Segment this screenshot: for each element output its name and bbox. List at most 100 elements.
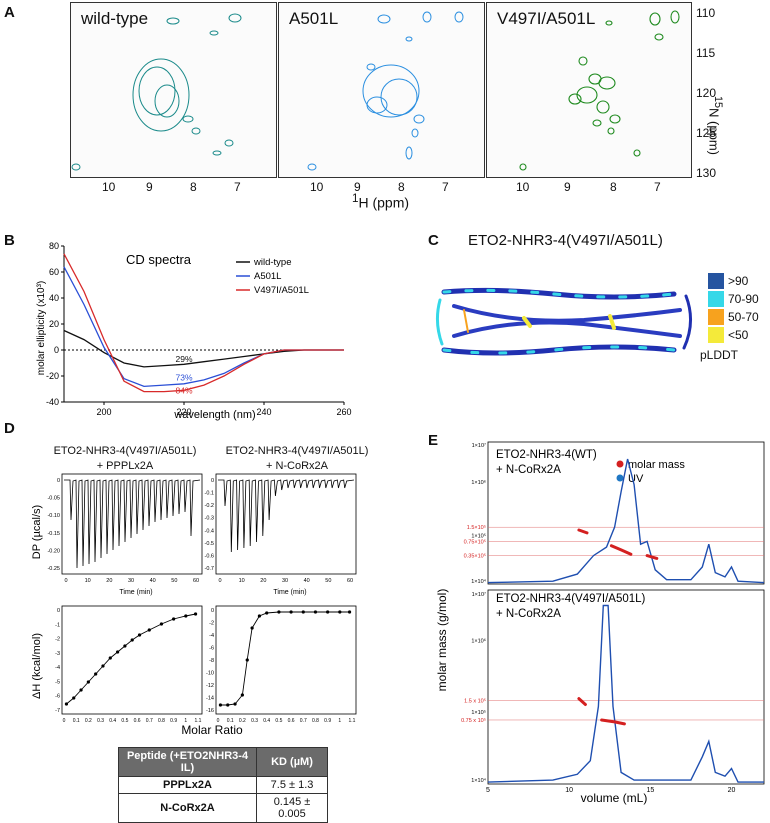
itc-dh-tick: -7: [55, 708, 60, 714]
itc-data-point: [72, 696, 76, 700]
itc-data-point: [301, 610, 305, 614]
itc-dp-tick: -0.6: [205, 553, 214, 559]
itc-dp-axis-label: DP (µcal/s): [31, 505, 43, 559]
itc-dh-axis-label: ΔH (kcal/mol): [31, 633, 43, 699]
table-row: N-CoRx2A 0.145 ± 0.005: [117, 793, 328, 823]
plddt-legend-title: pLDDT: [700, 348, 739, 362]
itc-time-tick: 40: [150, 578, 156, 584]
itc-dp-tick: -0.10: [47, 513, 60, 519]
cd-chart-title: CD spectra: [126, 252, 192, 267]
itc-dh-tick: -16: [206, 708, 214, 714]
itc-ratio-tick: 0.4: [109, 718, 116, 724]
sec-y-tick: 1.5×10⁵: [467, 524, 486, 531]
itc-dp-frame-right: [215, 473, 357, 575]
legend-swatch: [708, 309, 724, 325]
itc-ratio-tick: 0.6: [288, 718, 295, 724]
itc-data-point: [137, 633, 142, 637]
itc-ratio-tick: 0.5: [121, 718, 128, 724]
sec-molar-mass-trace: [609, 544, 633, 556]
legend-uv-label: UV: [628, 473, 644, 485]
structure-title: ETO2-NHR3-4(V497I/A501L): [468, 232, 663, 249]
nmr-title-wild-type: wild-type: [81, 9, 149, 28]
itc-charts: DP (µcal/s) ΔH (kcal/mol) Time (min) Tim…: [31, 473, 357, 737]
legend-label: >90: [728, 274, 749, 288]
itc-ratio-tick: 0.7: [146, 718, 153, 724]
itc-dh-tick: -8: [209, 658, 214, 664]
itc-data-point: [250, 626, 254, 630]
itc-ratio-tick: 0.2: [85, 718, 92, 724]
itc-time-tick: 60: [193, 578, 199, 584]
nmr-x-tick: 8: [190, 180, 197, 194]
itc-time-tick: 50: [325, 578, 331, 584]
nmr-spectrum-v497i-a501l: V497I/A501L: [486, 2, 692, 178]
itc-ratio-tick: 0.5: [275, 718, 282, 724]
itc-time-tick: 30: [282, 578, 288, 584]
itc-ratio-tick: 1.1: [349, 718, 356, 724]
cd-x-tick-label: 240: [256, 407, 271, 417]
itc-dp-tick: -0.15: [47, 531, 60, 537]
sec-y-tick: 1×10⁵: [471, 533, 486, 540]
legend-swatch: [708, 273, 724, 289]
sec-mals-charts: molar mass (g/mol) volume (mL) ETO2-NHR3…: [435, 441, 765, 805]
nmr-x-tick: 9: [564, 180, 571, 194]
itc-dh-tick: -3: [55, 651, 60, 657]
itc-data-point: [64, 702, 69, 706]
itc-dh-tick: -6: [55, 694, 60, 700]
sec-y-tick: 1.5 x 10⁵: [464, 698, 486, 705]
itc-time-tick: 20: [106, 578, 112, 584]
nmr-x-label-sup: 1: [352, 192, 359, 205]
itc-dp-tick: -0.05: [47, 496, 60, 502]
cd-y-tick-label: 60: [49, 267, 59, 277]
panel-label-d: D: [4, 420, 15, 437]
itc-data-point: [86, 680, 90, 684]
itc-thermogram-left: [64, 479, 201, 569]
protein-structure-image: [435, 287, 692, 356]
itc-ratio-tick: 0.8: [312, 718, 319, 724]
itc-dp-tick: -0.20: [47, 548, 60, 554]
itc-data-point: [226, 703, 230, 707]
nmr-x-tick: 8: [610, 180, 617, 194]
nmr-x-label-text: H (ppm): [358, 194, 410, 211]
kd-cell-peptide: N-CoRx2A: [117, 793, 258, 823]
itc-data-point: [193, 612, 198, 616]
itc-ratio-tick: 0.7: [300, 718, 307, 724]
itc-dp-tick: 0: [57, 478, 60, 484]
itc-dh-tick: -14: [206, 696, 214, 702]
itc-data-point: [338, 610, 342, 614]
itc-data-point: [101, 664, 105, 668]
panel-label-a: A: [4, 4, 15, 21]
itc-data-point: [172, 617, 176, 621]
cd-y-tick-label: 0: [54, 345, 59, 355]
sec-x-axis-label: volume (mL): [581, 791, 648, 805]
kd-cell-value: 7.5 ± 1.3: [256, 776, 328, 794]
itc-title-pppl: ETO2-NHR3-4(V497I/A501L) + PPPLx2A: [40, 444, 210, 474]
cd-legend-label: A501L: [254, 271, 281, 282]
itc-dh-tick: -12: [206, 683, 214, 689]
itc-data-point: [159, 622, 164, 626]
itc-time-tick: 50: [171, 578, 177, 584]
sec-y-tick: 0.75 x 10⁵: [461, 717, 486, 724]
itc-dp-tick: 0: [211, 478, 214, 484]
nmr-peaks-wild-type: [71, 13, 242, 171]
itc-dp-tick: -0.7: [205, 566, 214, 572]
sec-x-tick: 10: [565, 787, 573, 794]
itc-data-point: [240, 693, 244, 697]
itc-data-point: [94, 672, 98, 676]
legend-swatch: [708, 291, 724, 307]
legend-molar-mass-dot: [616, 460, 624, 468]
itc-ratio-tick: 0: [63, 718, 66, 724]
itc-dh-tick: -5: [55, 679, 60, 685]
itc-ratio-tick: 0.9: [324, 718, 331, 724]
nmr-peaks-v497i-a501l: [519, 10, 680, 171]
plddt-legend: >90 70-90 50-70 <50: [708, 272, 759, 344]
cd-legend-label: V497I/A501L: [254, 285, 309, 296]
itc-data-point: [147, 628, 151, 632]
itc-data-point: [123, 644, 127, 648]
itc-time-label-right: Time (min): [273, 589, 306, 596]
sec-x-tick: 15: [646, 787, 654, 794]
itc-dh-tick: -10: [206, 671, 214, 677]
itc-time-tick: 0: [218, 578, 221, 584]
cd-y-tick-label: 80: [49, 241, 59, 251]
itc-ratio-tick: 0.9: [170, 718, 177, 724]
cd-x-axis-label: wavelength (nm): [173, 409, 255, 421]
